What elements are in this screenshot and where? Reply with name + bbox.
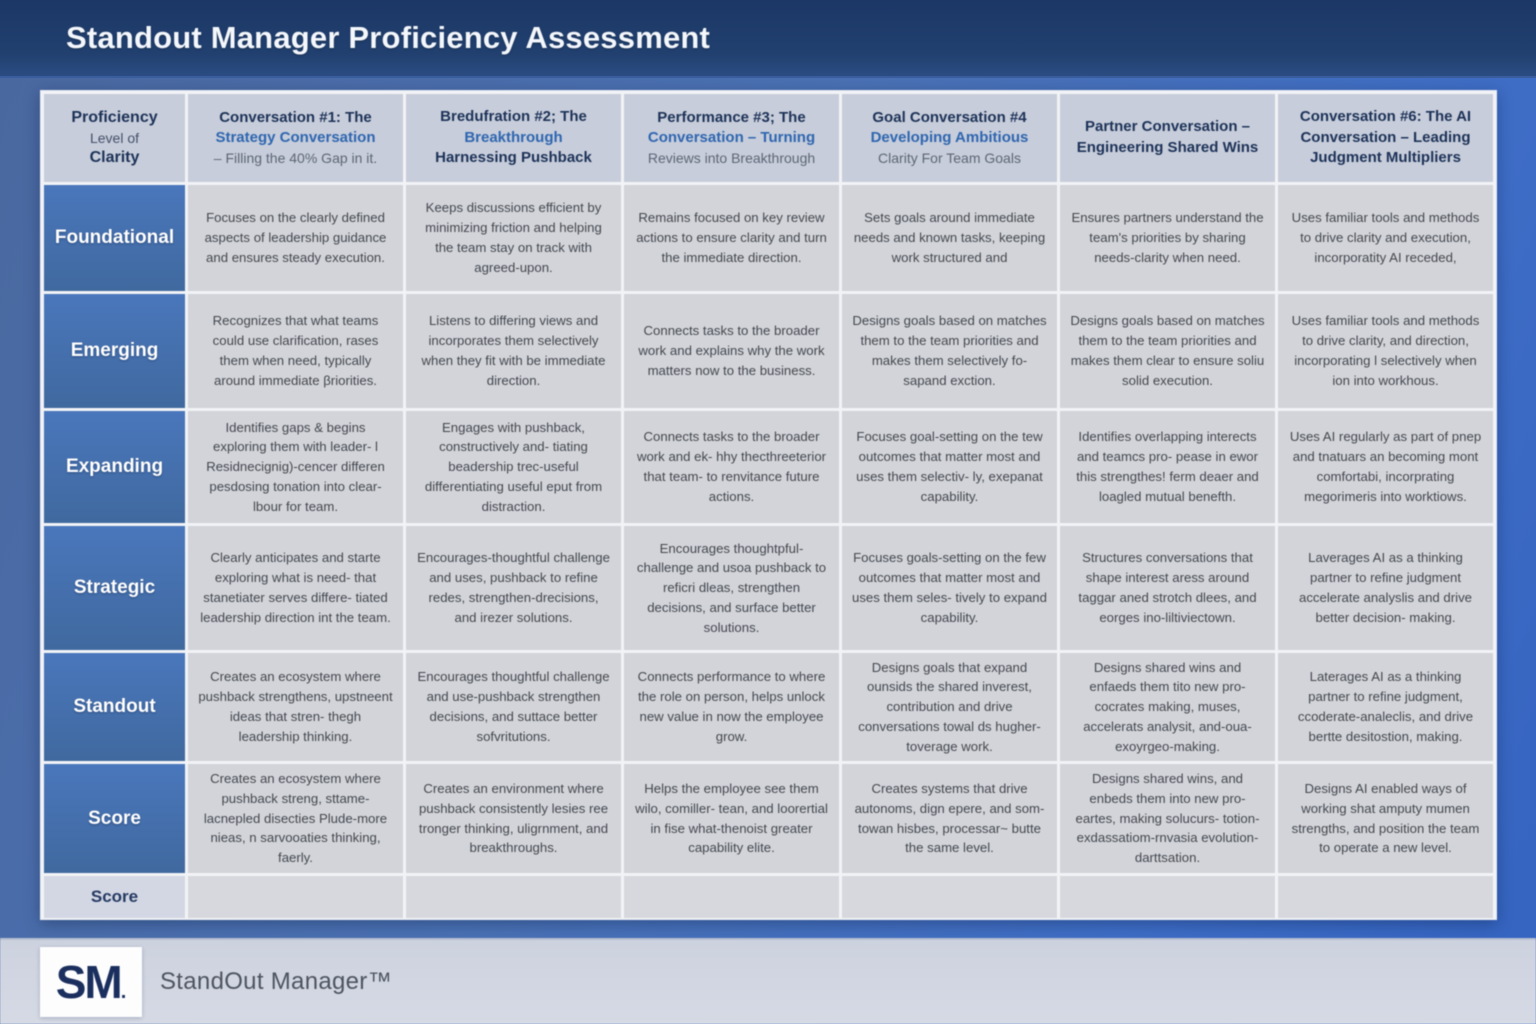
rubric-cell: Keeps discussions efficient by minimizin… — [406, 185, 621, 291]
column-header-4: Goal Conversation #4 Developing Ambitious… — [842, 94, 1057, 182]
rubric-cell: Identifies overlapping interects and tea… — [1060, 411, 1275, 523]
row-label-score-5: Score — [44, 764, 185, 873]
brand-name: StandOut Manager™ — [160, 968, 392, 995]
rubric-cell — [1060, 876, 1275, 918]
column-header-line: Strategy Conversation — [215, 129, 376, 147]
corner-header-line: Proficiency — [71, 108, 158, 126]
row-label-foundational-0: Foundational — [44, 185, 185, 291]
column-header-line: Conversation – Turning — [647, 129, 816, 147]
column-header-2: Bredufration #2; The Breakthrough Harnessi… — [406, 94, 621, 182]
column-header-line: Performance #3; The — [657, 108, 806, 126]
title-bar: Standout Manager Proficiency Assessment — [0, 0, 1536, 78]
rubric-cell — [188, 876, 403, 918]
row-label-score-6: Score — [44, 876, 185, 918]
rubric-cell: Designs goals based on matches them to t… — [1060, 294, 1275, 408]
rubric-cell: Focuses on the clearly defined aspects o… — [188, 185, 403, 291]
rubric-cell: Designs AI enabled ways of working shat … — [1278, 764, 1493, 873]
row-label-strategic-3: Strategic — [44, 526, 185, 650]
rubric-cell: Connects tasks to the broader work and e… — [624, 411, 839, 523]
column-header-1: Conversation #1: The Strategy Conversatio… — [188, 94, 403, 182]
rubric-cell: Designs goals based on matches them to t… — [842, 294, 1057, 408]
row-label-standout-4: Standout — [44, 653, 185, 761]
column-header-6: Conversation #6: The AI Conversation – Le… — [1278, 94, 1493, 182]
rubric-cell: Recognizes that what teams could use cla… — [188, 294, 403, 408]
rubric-cell: Structures conversations that shape inte… — [1060, 526, 1275, 650]
column-header-3: Performance #3; The Conversation – Turnin… — [624, 94, 839, 182]
rubric-cell: Designs goals that expand ounsids the sh… — [842, 653, 1057, 761]
rubric-cell — [406, 876, 621, 918]
page-title: Standout Manager Proficiency Assessment — [66, 20, 711, 55]
rubric-cell: Encourages thoughtpful- challenge and us… — [624, 526, 839, 650]
column-header-line: – Filling the 40% Gap in it. — [213, 150, 378, 167]
rubric-cell: Uses AI regularly as part of pnep and tn… — [1278, 411, 1493, 523]
column-header-line: Partner Conversation – — [1084, 118, 1251, 136]
rubric-cell: Laverages AI as a thinking partner to re… — [1278, 526, 1493, 650]
rubric-cell: Designs shared wins and enfaeds them tit… — [1060, 653, 1275, 761]
rubric-cell: Uses familiar tools and methods to drive… — [1278, 294, 1493, 408]
column-header-line: Engineering Shared Wins — [1076, 139, 1259, 156]
rubric-cell: Connects performance to where the role o… — [624, 653, 839, 761]
column-header-line: Clarity For Team Goals — [878, 150, 1021, 167]
column-header-line: Harnessing Pushback — [435, 149, 592, 167]
corner-header: Proficiency Level of Clarity — [44, 94, 185, 182]
rubric-cell — [1278, 876, 1493, 918]
row-label-expanding-2: Expanding — [44, 411, 185, 523]
rubric-cell: Creates an ecosystem where pushback stre… — [188, 764, 403, 873]
rubric-cell: Listens to differing views and incorpora… — [406, 294, 621, 408]
rubric-cell: Uses familiar tools and methods to drive… — [1278, 185, 1493, 291]
column-header-line: Developing Ambitious — [870, 129, 1029, 147]
rubric-cell: Ensures partners understand the team's p… — [1060, 185, 1275, 291]
column-header-5: Partner Conversation – Engineering Shared… — [1060, 94, 1275, 182]
footer-bar: SM. StandOut Manager™ — [0, 938, 1536, 1024]
rubric-cell: Laterages AI as a thinking partner to re… — [1278, 653, 1493, 761]
corner-header-line: Clarity — [89, 149, 140, 167]
proficiency-table: Proficiency Level of Clarity Conversation #… — [40, 90, 1497, 920]
rubric-cell: Focuses goal-setting on the tew outcomes… — [842, 411, 1057, 523]
rubric-cell: Remains focused on key review actions to… — [624, 185, 839, 291]
rubric-cell: Creates an ecosystem where pushback stre… — [188, 653, 403, 761]
row-label-emerging-1: Emerging — [44, 294, 185, 408]
rubric-cell: Clearly anticipates and starte exploring… — [188, 526, 403, 650]
column-header-line: Bredufration #2; The — [440, 107, 587, 125]
rubric-cell: Sets goals around immediate needs and kn… — [842, 185, 1057, 291]
rubric-cell: Engages with pushback, constructively an… — [406, 411, 621, 523]
rubric-cell: Encourages thoughtful challenge and use-… — [406, 653, 621, 761]
rubric-cell: Connects tasks to the broader work and e… — [624, 294, 839, 408]
standout-manager-logo: SM. — [40, 947, 142, 1017]
rubric-cell: Helps the employee see them wilo, comill… — [624, 764, 839, 873]
rubric-cell: Encourages-thoughtful challenge and uses… — [406, 526, 621, 650]
rubric-cell: Designs shared wins, and enbeds them int… — [1060, 764, 1275, 873]
rubric-cell: Focuses goals-setting on the few outcome… — [842, 526, 1057, 650]
column-header-line: Breakthrough — [464, 128, 563, 146]
rubric-cell — [624, 876, 839, 918]
rubric-cell — [842, 876, 1057, 918]
rubric-cell: Creates an environment where pushback co… — [406, 764, 621, 873]
logo-text: SM. — [55, 956, 127, 1008]
corner-header-line: Level of — [89, 129, 140, 146]
rubric-cell: Creates systems that drive autonoms, dig… — [842, 764, 1057, 873]
rubric-cell: Identifies gaps & begins exploring them … — [188, 411, 403, 523]
column-header-line: Conversation #6: The AI — [1299, 107, 1472, 125]
column-header-line: Conversation #1: The — [219, 108, 372, 126]
column-header-line: Goal Conversation #4 — [872, 108, 1027, 126]
column-header-line: Judgment Multipliers — [1310, 149, 1461, 167]
column-header-line: Reviews into Breakthrough — [647, 150, 816, 167]
column-header-line: Conversation – Leading — [1300, 128, 1471, 146]
